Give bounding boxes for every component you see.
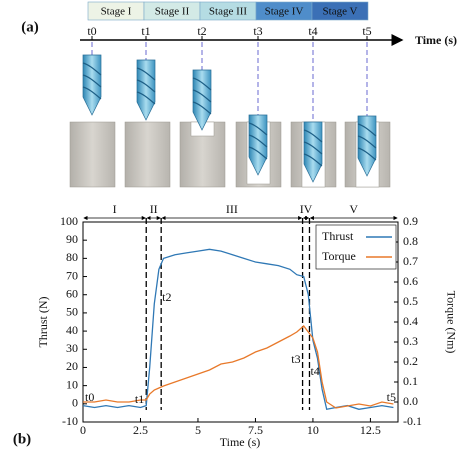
drill bbox=[248, 114, 268, 176]
time-point-label: t4 bbox=[308, 24, 317, 38]
y2-tick-label: 0.3 bbox=[403, 334, 418, 348]
drill-flute bbox=[82, 62, 102, 76]
drill-flute bbox=[248, 134, 268, 148]
x-tick-label: 0 bbox=[80, 423, 86, 437]
drill bbox=[82, 54, 102, 116]
stage-box bbox=[311, 1, 369, 21]
x-tick-label: 2.5 bbox=[133, 423, 148, 437]
time-point-label: t2 bbox=[197, 24, 206, 38]
y-tick-label: 100 bbox=[60, 214, 78, 228]
stage-label: I bbox=[113, 202, 117, 216]
workpiece bbox=[124, 121, 171, 188]
drill-body bbox=[357, 115, 377, 177]
stage-label: Stage IV bbox=[265, 6, 304, 18]
point-label: t5 bbox=[387, 390, 396, 404]
drill bbox=[192, 69, 212, 131]
time-point-label: t5 bbox=[362, 24, 371, 38]
y-tick-label: 60 bbox=[66, 286, 78, 300]
drill-flute bbox=[192, 101, 212, 115]
x-tick-label: 12.5 bbox=[360, 423, 381, 437]
legend-box bbox=[315, 224, 397, 270]
drill-flute bbox=[303, 141, 323, 155]
drill bbox=[303, 121, 323, 183]
stage-label: Stage V bbox=[323, 6, 358, 18]
point-label: t0 bbox=[85, 390, 94, 404]
time-point-label: t3 bbox=[253, 24, 262, 38]
series-line bbox=[83, 325, 394, 409]
drill-body bbox=[192, 69, 212, 131]
y2-tick-label: 0.1 bbox=[403, 374, 418, 388]
stage-label: III bbox=[226, 202, 238, 216]
y2-tick-label: 0.4 bbox=[403, 314, 418, 328]
y-tick-label: 70 bbox=[66, 268, 78, 282]
drill-body bbox=[82, 54, 102, 116]
drill bbox=[357, 115, 377, 177]
drill-flute bbox=[248, 146, 268, 160]
point-label: t1 bbox=[135, 392, 144, 406]
drill-flute bbox=[82, 86, 102, 100]
drill-flute bbox=[303, 129, 323, 143]
drill-flute bbox=[136, 91, 156, 105]
drill-body bbox=[303, 121, 323, 183]
legend-label: Torque bbox=[322, 249, 356, 263]
y2-tick-label: -0.1 bbox=[403, 414, 422, 428]
y2-tick-label: 0.0 bbox=[403, 394, 418, 408]
stage-label: II bbox=[150, 202, 158, 216]
y2-tick-label: 0.7 bbox=[403, 254, 418, 268]
drill-flute bbox=[136, 79, 156, 93]
y-tick-label: 80 bbox=[66, 250, 78, 264]
drill bbox=[136, 59, 156, 121]
drill-flute bbox=[357, 147, 377, 161]
y2-tick-label: 0.6 bbox=[403, 274, 418, 288]
x-axis-label: Time (s) bbox=[220, 435, 261, 449]
drill-flute bbox=[192, 89, 212, 103]
stage-label: IV bbox=[300, 202, 313, 216]
x-tick-label: 5 bbox=[195, 423, 201, 437]
panel-label: (a) bbox=[21, 19, 39, 35]
y2-tick-label: 0.9 bbox=[403, 214, 418, 228]
series-line bbox=[82, 248, 394, 411]
drill-body bbox=[248, 114, 268, 176]
stage-label: Stage III bbox=[209, 6, 248, 18]
stage-label: Stage I bbox=[101, 6, 132, 18]
time-point-label: t0 bbox=[87, 24, 96, 38]
drill-flute bbox=[136, 67, 156, 81]
stage-label: V bbox=[349, 202, 358, 216]
y2-axis-label: Torque (Nm) bbox=[444, 291, 458, 354]
y-tick-label: 10 bbox=[66, 377, 78, 391]
point-label: t2 bbox=[162, 290, 171, 304]
y-tick-label: 90 bbox=[66, 232, 78, 246]
time-axis-label: Time (s) bbox=[415, 33, 457, 47]
drill-flute bbox=[192, 77, 212, 91]
drill-flute bbox=[357, 135, 377, 149]
x-tick-label: 10 bbox=[307, 423, 319, 437]
y2-tick-label: 0.2 bbox=[403, 354, 418, 368]
time-point-label: t1 bbox=[141, 24, 150, 38]
drill-flute bbox=[303, 153, 323, 167]
y2-tick-label: 0.5 bbox=[403, 294, 418, 308]
workpiece bbox=[69, 121, 116, 188]
stage-label: Stage II bbox=[155, 6, 190, 18]
y2-tick-label: 0.8 bbox=[403, 234, 418, 248]
y-tick-label: 0 bbox=[72, 396, 78, 410]
drill-flute bbox=[357, 123, 377, 137]
point-label: t3 bbox=[291, 352, 300, 366]
y-tick-label: 50 bbox=[66, 305, 78, 319]
y-tick-label: 40 bbox=[66, 323, 78, 337]
point-label: t4 bbox=[310, 364, 319, 378]
y-axis-label: Thrust (N) bbox=[36, 297, 50, 348]
y-tick-label: 30 bbox=[66, 341, 78, 355]
legend-label: Thrust bbox=[322, 229, 354, 243]
y-tick-label: 20 bbox=[66, 359, 78, 373]
y-tick-label: -10 bbox=[62, 414, 78, 428]
panel-label: (b) bbox=[13, 431, 31, 447]
drill-flute bbox=[248, 122, 268, 136]
drill-flute bbox=[82, 74, 102, 88]
x-tick-label: 7.5 bbox=[248, 423, 263, 437]
drill-body bbox=[136, 59, 156, 121]
